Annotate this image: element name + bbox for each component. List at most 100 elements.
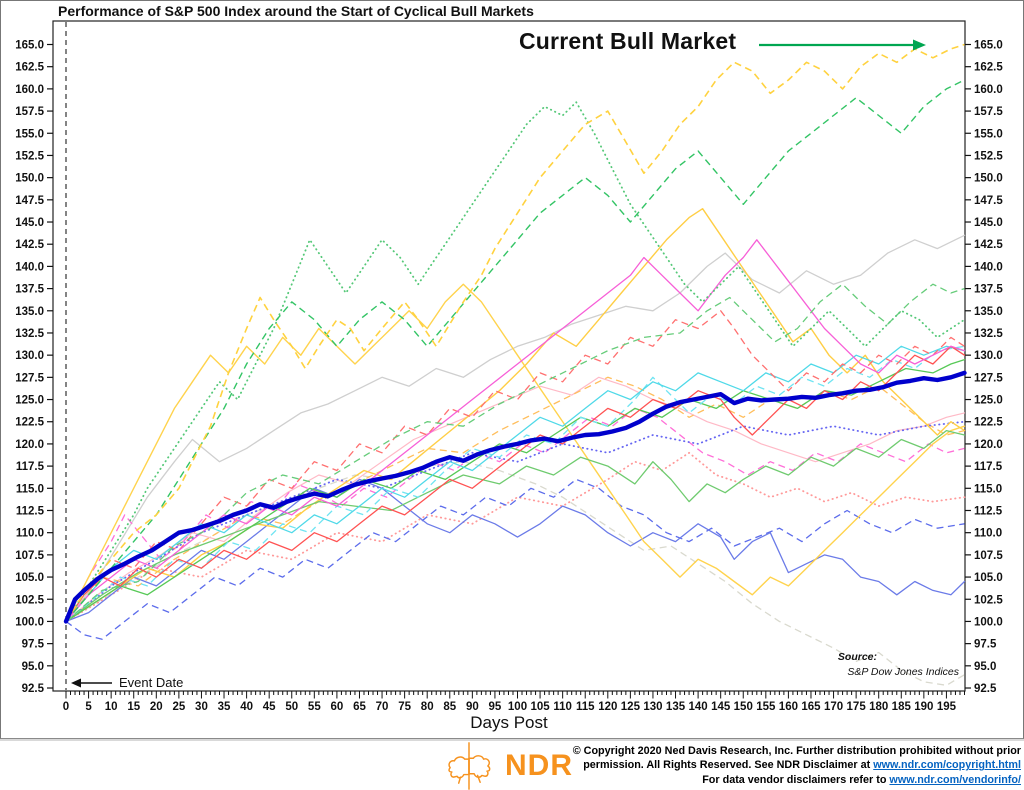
axis-tick-label: 100.0 <box>15 616 44 628</box>
axis-tick-label: 125.0 <box>974 395 1003 407</box>
axis-tick-label: 105 <box>530 701 550 713</box>
axis-tick-label: 112.5 <box>974 505 1003 517</box>
axis-tick-label: 142.5 <box>15 239 44 251</box>
axis-tick-label: 122.5 <box>974 417 1003 429</box>
axis-tick-label: 0 <box>63 701 69 713</box>
axis-tick-label: 140.0 <box>974 261 1003 273</box>
series-bull-blue-dashed <box>65 478 965 640</box>
axis-tick-label: 140 <box>689 701 708 713</box>
axis-tick-label: 150 <box>734 701 753 713</box>
series-bull-red-solid <box>65 345 966 623</box>
axis-tick-label: 102.5 <box>974 594 1003 606</box>
axis-tick-label: 95.0 <box>974 661 996 673</box>
axis-tick-label: 147.5 <box>974 195 1003 207</box>
axis-tick-label: 125.0 <box>15 395 44 407</box>
copyright-line-3: For data vendor disclaimers refer to www… <box>573 773 1021 787</box>
axis-tick-label: 120.0 <box>974 439 1003 451</box>
line-chart: 92.5 92.5 95.0 95.0 97.5 97.5 100.0 100.0 102.5 1… <box>15 20 1003 713</box>
axis-tick-label: 135.0 <box>15 306 44 318</box>
copyright-line-3-text: For data vendor disclaimers refer to <box>702 773 890 786</box>
series-bull-cyan-solid <box>65 345 966 623</box>
arrow-left-icon <box>71 678 112 687</box>
axis-tick-label: 105.0 <box>974 572 1003 584</box>
series-bull-magenta-dashed <box>65 407 965 622</box>
axis-tick-label: 162.5 <box>15 62 44 74</box>
axis-tick-label: 112.5 <box>16 505 45 517</box>
axis-tick-label: 100 <box>508 701 527 713</box>
series-bull-green-dashed-b <box>65 283 965 622</box>
axis-tick-label: 185 <box>892 701 912 713</box>
axis-tick-label: 85 <box>443 701 456 713</box>
chart-panel: Performance of S&P 500 Index around the … <box>0 0 1024 739</box>
axis-tick-label: 110.0 <box>16 528 44 540</box>
axis-tick-label: 92.5 <box>974 683 997 695</box>
axis-tick-label: 45 <box>263 701 276 713</box>
axis-tick-label: 157.5 <box>974 106 1003 118</box>
axis-tick-label: 125 <box>621 701 641 713</box>
axis-tick-label: 155.0 <box>974 128 1003 140</box>
axis-tick-label: 65 <box>353 701 366 713</box>
arrow-right-icon <box>759 39 926 51</box>
series-bull-gray-solid <box>65 234 966 623</box>
current-bull-market-label: Current Bull Market <box>519 28 737 54</box>
axis-tick-label: 97.5 <box>22 639 45 651</box>
axis-tick-label: 160.0 <box>15 84 44 96</box>
copyright-line-2-text: permission. All Rights Reserved. See NDR… <box>583 759 874 772</box>
axis-tick-label: 80 <box>421 701 434 713</box>
axis-tick-label: 145.0 <box>974 217 1003 229</box>
series-bull-yellow-solid-a <box>65 283 966 623</box>
series-bull-green-dotted <box>65 101 966 623</box>
axis-tick-label: 35 <box>218 701 231 713</box>
axis-tick-label: 150.0 <box>974 173 1003 185</box>
series-bull-green-dashed-a <box>65 79 965 622</box>
axis-tick-label: 107.5 <box>974 550 1003 562</box>
axis-tick-label: 40 <box>240 701 253 713</box>
axis-tick-label: 135 <box>666 701 686 713</box>
axis-tick-label: 162.5 <box>974 62 1003 74</box>
axis-tick-label: 155 <box>756 701 776 713</box>
vendor-info-link[interactable]: www.ndr.com/vendorinfo/ <box>889 773 1021 786</box>
chart-title: Performance of S&P 500 Index around the … <box>58 3 534 19</box>
axis-tick-label: 115.0 <box>16 483 44 495</box>
series-bull-green-solid-a <box>65 358 966 623</box>
source-value: S&P Dow Jones Indices <box>847 666 959 679</box>
axis-tick-label: 165.0 <box>15 40 44 52</box>
axis-tick-label: 130.0 <box>15 350 44 362</box>
axis-tick-label: 122.5 <box>15 417 44 429</box>
axis-tick-label: 137.5 <box>15 284 44 296</box>
axis-tick-label: 142.5 <box>974 239 1003 251</box>
axis-tick-label: 55 <box>308 701 321 713</box>
copyright-line-1: © Copyright 2020 Ned Davis Research, Inc… <box>572 745 1021 757</box>
axis-tick-label: 90 <box>466 701 479 713</box>
series-bull-magenta-solid <box>65 239 966 623</box>
axis-tick-label: 102.5 <box>15 594 44 606</box>
axis-tick-label: 95 <box>489 701 502 713</box>
axis-tick-label: 92.5 <box>22 683 45 695</box>
axis-tick-label: 5 <box>85 701 92 713</box>
axis-tick-label: 135.0 <box>974 306 1003 318</box>
ndr-bull-bear-icon <box>448 742 491 790</box>
axis-tick-label: 150.0 <box>15 173 44 185</box>
ndr-logo-text: NDR <box>505 749 573 782</box>
axis-tick-label: 117.5 <box>16 461 45 473</box>
plot-frame <box>52 20 966 692</box>
copyright-link[interactable]: www.ndr.com/copyright.html <box>873 759 1021 772</box>
axis-tick-label: 70 <box>376 701 389 713</box>
axis-tick-label: 165 <box>801 701 821 713</box>
series-bull-cyan-dashed <box>65 345 965 622</box>
series-bull-orange-dashed <box>65 376 965 622</box>
axis-tick-label: 127.5 <box>974 372 1003 384</box>
series-bull-blue-dotted <box>65 420 966 623</box>
axis-tick-label: 97.5 <box>974 639 997 651</box>
axis-tick-label: 180 <box>869 701 888 713</box>
source-block: Source: S&P Dow Jones Indices <box>719 650 959 680</box>
axis-tick-label: 140.0 <box>15 261 44 273</box>
axis-tick-label: 50 <box>285 701 298 713</box>
axis-tick-label: 115.0 <box>974 483 1002 495</box>
axis-tick-label: 165.0 <box>974 40 1003 52</box>
axis-tick-label: 25 <box>172 701 185 713</box>
axis-tick-label: 120 <box>598 701 617 713</box>
axis-tick-label: 95.0 <box>22 661 44 673</box>
axis-tick-label: 132.5 <box>974 328 1003 340</box>
